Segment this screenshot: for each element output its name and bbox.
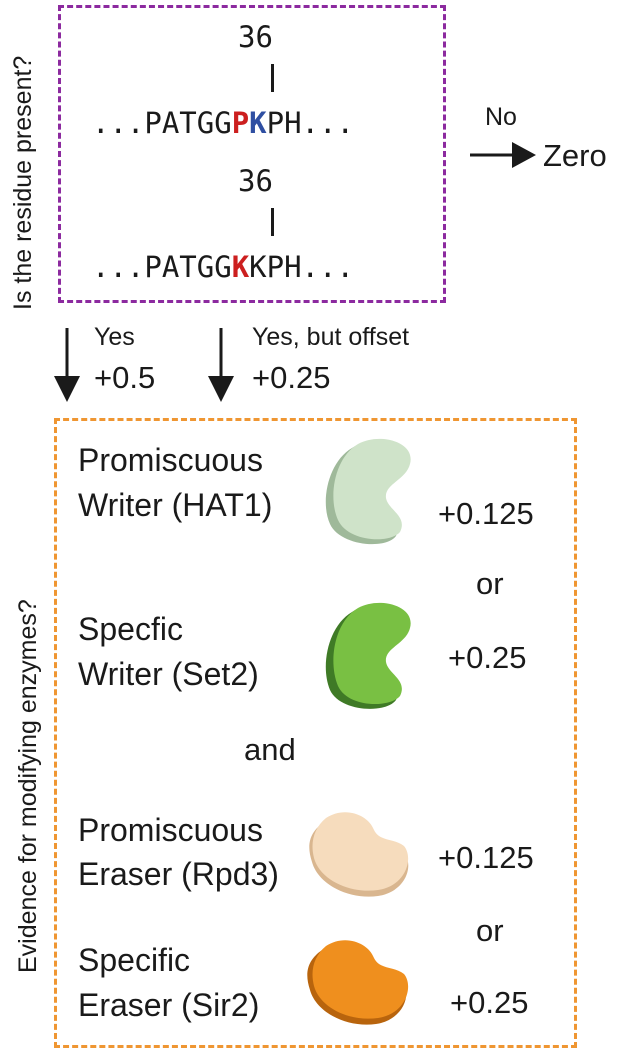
- position-tick-bottom: [271, 208, 274, 236]
- sequence-top-suffix: PH...: [266, 106, 354, 140]
- and-label: and: [244, 732, 296, 767]
- no-label: No: [485, 103, 517, 131]
- specific-eraser-line1: Specific: [78, 942, 191, 978]
- enzyme-question-label: Evidence for modifying enzymes?: [14, 599, 42, 973]
- promiscuous-writer-line1: Promiscuous: [78, 442, 263, 478]
- promiscuous-eraser-enzyme-icon: [309, 812, 409, 897]
- specific-writer-score: +0.25: [448, 640, 527, 675]
- specific-eraser-score: +0.25: [450, 985, 529, 1020]
- promiscuous-eraser-score: +0.125: [438, 840, 534, 875]
- sequence-bottom-suffix: KPH...: [249, 250, 354, 284]
- specific-writer-enzyme-icon: [325, 602, 411, 709]
- sequence-top-prefix: ...PATGG: [92, 106, 232, 140]
- or-label-erasers: or: [476, 913, 504, 948]
- right-arrow-icon: [470, 142, 536, 168]
- sequence-bottom-highlight-k: K: [231, 250, 250, 284]
- specific-writer-line2: Writer (Set2): [78, 656, 259, 692]
- offset-score: +0.25: [252, 360, 331, 395]
- or-label-writers: or: [476, 566, 504, 601]
- sequence-bottom-prefix: ...PATGG: [92, 250, 232, 284]
- promiscuous-eraser-line1: Promiscuous: [78, 812, 263, 848]
- promiscuous-eraser-line2: Eraser (Rpd3): [78, 856, 279, 892]
- sequence-top: ...PATGGPKPH...: [92, 106, 354, 140]
- promiscuous-writer-score: +0.125: [438, 496, 534, 531]
- specific-writer-line1: Specfic: [78, 611, 183, 647]
- specific-eraser-enzyme-icon: [307, 940, 409, 1025]
- specific-eraser-line2: Eraser (Sir2): [78, 987, 260, 1023]
- enzyme-evidence-box: [54, 418, 577, 1048]
- down-arrow-icon-yes: [54, 328, 80, 402]
- promiscuous-writer-enzyme-icon: [325, 438, 411, 545]
- down-arrow-icon-offset: [208, 328, 234, 402]
- zero-result: Zero: [543, 138, 607, 173]
- position-tick-top: [271, 64, 274, 92]
- position-label-bottom: 36: [238, 164, 273, 198]
- promiscuous-writer-line2: Writer (HAT1): [78, 487, 273, 523]
- offset-label: Yes, but offset: [252, 323, 410, 351]
- sequence-top-highlight-k: K: [249, 106, 267, 140]
- residue-question-label: Is the residue present?: [9, 55, 37, 310]
- yes-score: +0.5: [94, 360, 156, 395]
- sequence-bottom: ...PATGGKKPH...: [92, 250, 354, 284]
- position-label-top: 36: [238, 20, 273, 54]
- sequence-top-highlight-p: P: [231, 106, 250, 140]
- yes-label: Yes: [94, 323, 135, 351]
- residue-check-box: [58, 5, 446, 303]
